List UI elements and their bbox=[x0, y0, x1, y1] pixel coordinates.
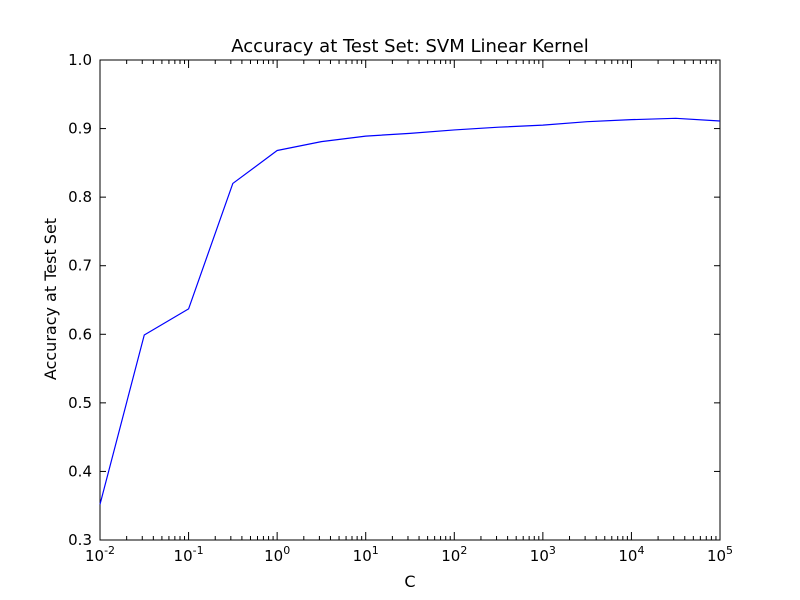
x-tick-base: 10 bbox=[618, 547, 637, 565]
y-tick-label: 0.8 bbox=[68, 188, 92, 206]
y-tick-label: 0.7 bbox=[68, 257, 92, 275]
x-tick-base: 10 bbox=[441, 547, 460, 565]
y-tick-label: 0.4 bbox=[68, 462, 92, 480]
x-tick-label: 100 bbox=[264, 544, 290, 565]
x-tick-label: 103 bbox=[530, 544, 556, 565]
series-line bbox=[99, 117, 721, 505]
x-tick-label: 102 bbox=[441, 544, 467, 565]
y-tick-label: 0.3 bbox=[68, 531, 92, 549]
x-tick-label: 101 bbox=[353, 544, 379, 565]
plot-area: 0.30.40.50.60.70.80.91.010-2 10-1 100 101 10… bbox=[68, 51, 733, 565]
x-tick-exponent: 1 bbox=[372, 544, 379, 557]
x-tick-exponent: 3 bbox=[549, 544, 556, 557]
y-tick-label: 0.9 bbox=[68, 120, 92, 138]
x-tick-base: 10 bbox=[264, 547, 283, 565]
x-tick-base: 10 bbox=[353, 547, 372, 565]
chart-title: Accuracy at Test Set: SVM Linear Kernel bbox=[231, 36, 588, 57]
x-axis-label: C bbox=[404, 572, 415, 591]
x-tick-exponent: -1 bbox=[193, 544, 204, 557]
x-tick-base: 10 bbox=[530, 547, 549, 565]
x-tick-label: 10-2 bbox=[85, 544, 115, 565]
x-tick-exponent: 2 bbox=[460, 544, 467, 557]
x-tick-exponent: 4 bbox=[637, 544, 644, 557]
y-tick-label: 0.6 bbox=[68, 325, 92, 343]
x-tick-base: 10 bbox=[174, 547, 193, 565]
x-tick-label: 105 bbox=[707, 544, 733, 565]
x-tick-exponent: -2 bbox=[104, 544, 115, 557]
x-tick-base: 10 bbox=[85, 547, 104, 565]
x-tick-base: 10 bbox=[707, 547, 726, 565]
y-tick-label: 0.5 bbox=[68, 394, 92, 412]
plot-frame bbox=[99, 59, 721, 541]
x-tick-label: 104 bbox=[618, 544, 644, 565]
y-axis-label: Accuracy at Test Set bbox=[41, 218, 60, 380]
x-tick-label: 10-1 bbox=[174, 544, 204, 565]
y-tick-label: 1.0 bbox=[68, 51, 92, 69]
x-tick-exponent: 0 bbox=[283, 544, 290, 557]
x-tick-exponent: 5 bbox=[726, 544, 733, 557]
